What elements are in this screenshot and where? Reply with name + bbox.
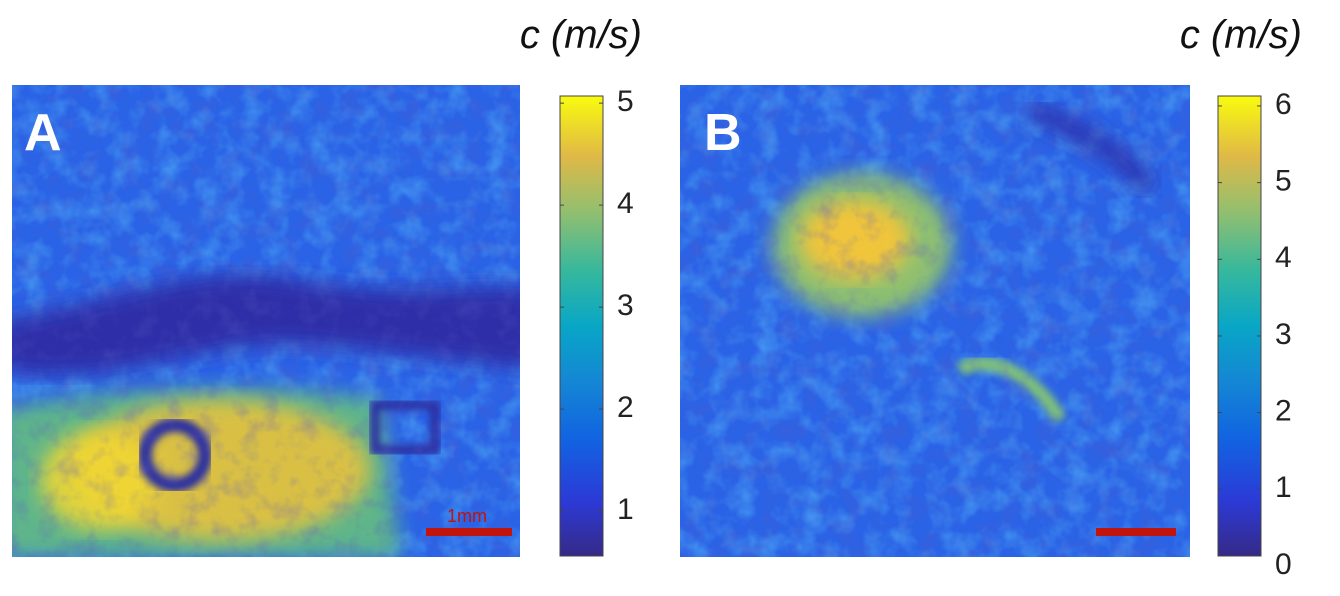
scale-bar	[426, 528, 512, 536]
scale-bar	[1096, 528, 1176, 536]
image-a: 1mm	[12, 85, 520, 557]
colorbar-title: c (m/s)	[520, 13, 642, 57]
colorbar	[559, 95, 604, 557]
colorbar-tick-label: 3	[1275, 318, 1292, 351]
colorbar	[1217, 95, 1262, 557]
colorbar-tick-label: 4	[1275, 241, 1292, 274]
colorbar-tick-label: 2	[617, 391, 634, 424]
colorbar-tick-label: 2	[1275, 395, 1292, 428]
colorbar-tick-label: 3	[617, 289, 634, 322]
scale-bar-label: 1mm	[447, 506, 487, 526]
colorbar-tick-label: 1	[1275, 471, 1292, 504]
colorbar-tick-label: 1	[617, 493, 634, 526]
colorbar-tick-label: 6	[1275, 88, 1292, 121]
colorbar-tick-label: 4	[617, 187, 634, 220]
colorbar-tick-label: 5	[617, 85, 634, 118]
colorbar-tick-label: 5	[1275, 165, 1292, 198]
colorbar-tick-label: 0	[1275, 548, 1292, 581]
image-b	[680, 85, 1190, 557]
colorbar-title: c (m/s)	[1180, 13, 1302, 57]
panel-label: A	[24, 104, 62, 162]
panel-label: B	[704, 104, 742, 162]
